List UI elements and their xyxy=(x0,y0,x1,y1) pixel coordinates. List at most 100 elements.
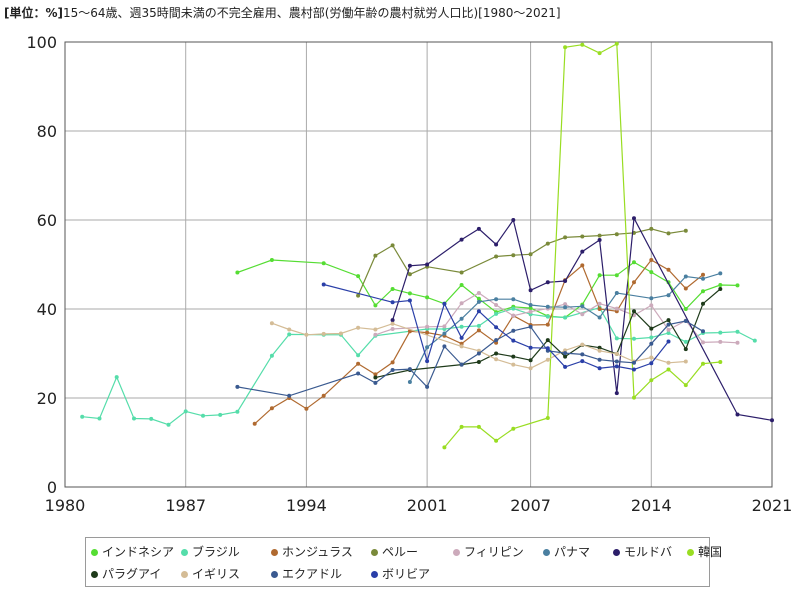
data-point xyxy=(597,307,602,311)
data-point xyxy=(701,276,705,281)
legend-marker xyxy=(181,571,188,578)
data-point xyxy=(494,254,499,259)
data-point xyxy=(545,304,550,309)
data-point xyxy=(718,330,723,335)
data-point xyxy=(511,328,516,333)
data-point xyxy=(511,306,516,311)
data-point xyxy=(476,323,481,328)
data-point xyxy=(614,232,619,237)
x-tick-label: 2014 xyxy=(631,496,672,515)
data-point xyxy=(269,353,274,358)
data-point xyxy=(425,295,430,300)
legend-item: ホンジュラス xyxy=(271,543,353,560)
x-tick-label: 1994 xyxy=(286,496,327,515)
legend-marker xyxy=(613,549,620,556)
y-tick-label: 100 xyxy=(26,33,57,52)
data-point xyxy=(425,262,430,267)
x-tick-label: 1980 xyxy=(45,496,86,515)
data-point xyxy=(701,340,705,345)
data-point xyxy=(459,324,464,329)
data-point xyxy=(683,319,688,323)
data-point xyxy=(494,438,499,443)
data-point xyxy=(218,412,223,417)
data-point xyxy=(649,355,654,360)
data-point xyxy=(735,340,740,345)
legend-label: ペルー xyxy=(382,545,419,559)
legend-item: ボリビア xyxy=(371,565,430,582)
data-point xyxy=(373,372,378,377)
data-point xyxy=(390,243,395,248)
data-point xyxy=(269,406,274,411)
legend-label: パラグアイ xyxy=(102,567,162,581)
y-tick-label: 80 xyxy=(37,122,57,141)
data-point xyxy=(442,445,447,450)
data-point xyxy=(459,335,464,340)
data-point xyxy=(545,322,550,327)
data-point xyxy=(718,271,723,276)
data-point xyxy=(580,234,585,239)
series-group xyxy=(80,41,774,450)
data-point xyxy=(683,228,688,233)
data-point xyxy=(666,322,671,327)
data-point xyxy=(545,314,550,319)
data-point xyxy=(390,321,395,326)
series-2 xyxy=(252,258,705,426)
data-point xyxy=(476,296,481,301)
data-point xyxy=(580,342,585,347)
data-point xyxy=(597,348,602,353)
data-point xyxy=(735,329,740,334)
data-point xyxy=(614,391,619,396)
data-point xyxy=(321,393,326,398)
legend-marker xyxy=(91,549,98,556)
legend-label: 韓国 xyxy=(698,545,723,559)
legend-label: ブラジル xyxy=(192,545,240,559)
data-point xyxy=(511,313,516,318)
data-point xyxy=(442,344,447,349)
data-point xyxy=(528,345,533,350)
series-1 xyxy=(80,305,757,427)
data-point xyxy=(563,351,568,356)
data-point xyxy=(166,422,171,427)
data-point xyxy=(666,339,671,344)
data-point xyxy=(390,318,395,323)
data-point xyxy=(649,378,654,383)
data-point xyxy=(718,339,723,344)
data-point xyxy=(597,233,602,238)
data-point xyxy=(718,360,723,364)
data-point xyxy=(528,309,533,314)
series-line xyxy=(443,42,721,448)
data-point xyxy=(701,329,705,334)
x-axis: 1980 1987 1994 2001 2007 2014 2021 xyxy=(45,496,793,515)
y-tick-label: 60 xyxy=(37,211,57,230)
data-point xyxy=(459,362,464,367)
data-point xyxy=(494,242,499,247)
data-point xyxy=(494,311,499,316)
data-point xyxy=(563,279,568,283)
data-point xyxy=(597,238,602,242)
x-tick-label: 2007 xyxy=(510,496,551,515)
data-point xyxy=(356,274,361,279)
data-point xyxy=(338,331,343,336)
data-point xyxy=(476,299,481,304)
legend-item: イギリス xyxy=(181,565,240,582)
data-point xyxy=(476,291,481,295)
data-point xyxy=(511,362,516,367)
legend-marker xyxy=(271,571,278,578)
legend-marker xyxy=(453,549,460,556)
data-point xyxy=(425,324,430,329)
data-point xyxy=(614,41,619,46)
data-point xyxy=(614,273,619,278)
data-point xyxy=(476,328,481,333)
legend-label: イギリス xyxy=(192,567,241,581)
legend-marker xyxy=(687,549,694,556)
data-point xyxy=(752,338,757,343)
data-point xyxy=(390,360,395,365)
data-point xyxy=(597,357,602,362)
data-point xyxy=(494,325,499,330)
data-point xyxy=(683,339,688,344)
data-point xyxy=(459,301,464,306)
data-point xyxy=(563,364,568,369)
series-line xyxy=(357,228,686,296)
data-point xyxy=(649,326,654,331)
data-point xyxy=(390,368,395,372)
